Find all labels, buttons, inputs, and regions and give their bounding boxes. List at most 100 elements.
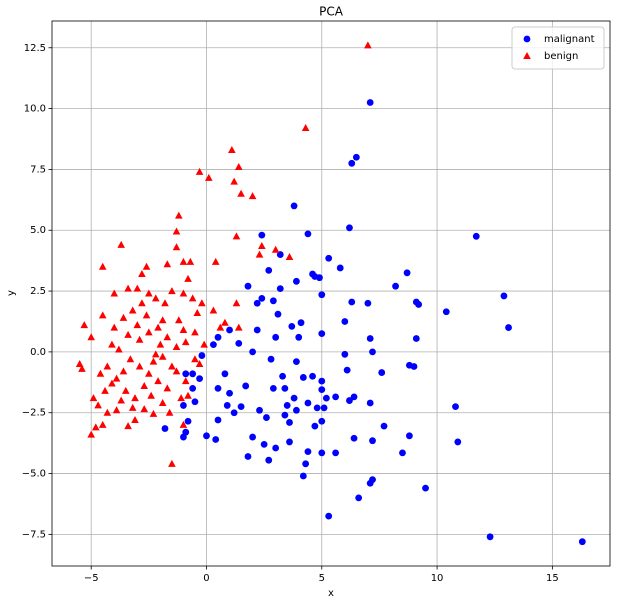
- plot-frame: [51, 20, 611, 567]
- data-point: [293, 358, 300, 366]
- data-point: [177, 394, 185, 402]
- data-point: [108, 340, 116, 348]
- data-point: [234, 323, 243, 331]
- data-point: [348, 298, 356, 306]
- data-point: [290, 394, 298, 402]
- data-point: [256, 406, 263, 414]
- data-point: [214, 333, 222, 341]
- data-point: [366, 399, 374, 407]
- data-point: [293, 277, 300, 285]
- data-point: [154, 323, 162, 331]
- data-point: [472, 232, 480, 240]
- y-tick-label: −2.5: [22, 408, 46, 419]
- data-point: [318, 330, 326, 338]
- data-point: [172, 227, 181, 235]
- data-point: [172, 243, 181, 251]
- data-point: [260, 440, 268, 448]
- data-point: [237, 403, 245, 411]
- data-point: [311, 422, 319, 430]
- data-point: [399, 449, 406, 457]
- legend-marker: [523, 52, 531, 59]
- data-point: [281, 411, 289, 419]
- data-point: [366, 99, 374, 106]
- data-point: [403, 269, 411, 277]
- data-point: [242, 382, 250, 390]
- data-point: [191, 328, 199, 336]
- data-point: [181, 377, 190, 385]
- data-point: [258, 294, 266, 302]
- data-point: [258, 242, 266, 250]
- data-point: [412, 335, 420, 342]
- data-point: [578, 538, 586, 546]
- data-point: [151, 350, 160, 358]
- data-point: [212, 436, 220, 443]
- data-point: [195, 167, 204, 175]
- data-point: [117, 240, 125, 248]
- data-point: [234, 162, 243, 170]
- data-point: [140, 405, 149, 413]
- data-point: [269, 297, 277, 305]
- data-point: [142, 311, 151, 319]
- data-point: [103, 408, 112, 416]
- data-point: [182, 370, 190, 378]
- data-point: [135, 335, 144, 343]
- data-point: [163, 384, 172, 392]
- data-point: [355, 494, 363, 502]
- data-point: [145, 328, 153, 336]
- data-point: [161, 425, 169, 432]
- data-point: [124, 284, 132, 292]
- data-point: [452, 403, 459, 411]
- data-point: [180, 402, 187, 409]
- data-point: [96, 369, 105, 377]
- data-point: [108, 379, 116, 387]
- data-point: [165, 408, 174, 416]
- data-point: [179, 257, 188, 265]
- data-point: [119, 313, 128, 321]
- data-point: [380, 422, 388, 430]
- data-point: [126, 355, 135, 363]
- data-point: [172, 367, 181, 375]
- data-point: [163, 260, 172, 268]
- data-point: [211, 257, 220, 265]
- data-point: [189, 370, 197, 378]
- x-tick-label: −5: [84, 573, 99, 584]
- data-point: [98, 420, 107, 428]
- data-point: [332, 393, 340, 401]
- data-point: [226, 326, 233, 334]
- data-point: [198, 299, 206, 307]
- data-point: [265, 456, 273, 464]
- data-point: [405, 361, 413, 369]
- data-point: [299, 374, 307, 381]
- data-point: [156, 340, 165, 348]
- data-point: [179, 325, 188, 333]
- data-point: [135, 362, 144, 370]
- data-point: [366, 335, 374, 342]
- data-point: [189, 384, 197, 392]
- data-point: [350, 434, 358, 442]
- x-tick-label: 5: [319, 573, 325, 584]
- data-point: [286, 419, 293, 426]
- data-point: [304, 399, 312, 407]
- data-point: [163, 333, 172, 341]
- data-point: [263, 414, 270, 421]
- legend-label: malignant: [544, 34, 595, 45]
- data-point: [181, 338, 190, 346]
- data-point: [285, 253, 294, 261]
- data-point: [184, 391, 192, 399]
- data-point: [198, 352, 206, 359]
- data-point: [422, 484, 429, 492]
- data-point: [179, 420, 188, 428]
- data-point: [290, 202, 298, 210]
- data-point: [320, 404, 328, 412]
- data-point: [186, 257, 195, 265]
- data-point: [281, 384, 289, 392]
- data-point: [405, 432, 413, 440]
- data-point: [175, 211, 183, 219]
- x-tick-label: 0: [203, 573, 209, 584]
- data-point: [486, 533, 494, 541]
- data-point: [110, 323, 119, 331]
- data-point: [158, 352, 167, 360]
- data-point: [325, 254, 333, 262]
- data-point: [249, 433, 257, 441]
- data-point: [221, 318, 229, 326]
